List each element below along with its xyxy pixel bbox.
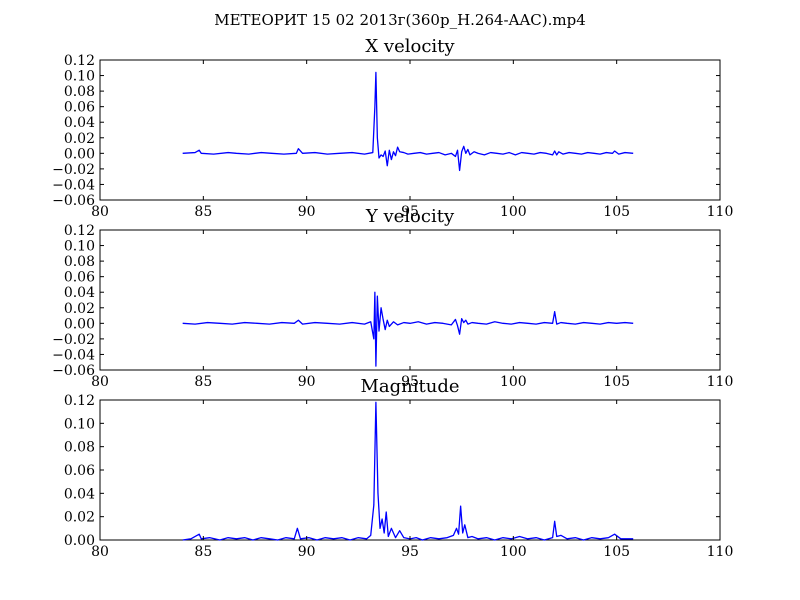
magnitude-xtick-label: 85 [194,544,212,560]
magnitude-ytick-label: 0.00 [64,533,95,549]
magnitude-ytick-label: 0.06 [64,463,95,479]
y-velocity-xtick-label: 105 [603,374,630,390]
x-velocity-title: X velocity [365,36,455,57]
x-velocity-xtick-label: 90 [298,204,316,220]
x-velocity-xtick-label: 85 [194,204,212,220]
y-velocity-xtick-label: 95 [401,374,419,390]
magnitude-ytick-label: 0.12 [64,393,95,409]
magnitude-xtick-label: 90 [298,544,316,560]
y-velocity-ytick-label: −0.02 [52,332,95,348]
magnitude-xtick-label: 95 [401,544,419,560]
y-velocity-ytick-label: −0.04 [52,347,95,363]
y-velocity-ytick-label: 0.08 [64,254,95,270]
y-velocity-ytick-label: 0.06 [64,270,95,286]
x-velocity-ytick-label: −0.04 [52,177,95,193]
y-velocity-xtick-label: 80 [91,374,109,390]
x-velocity-xtick-label: 105 [603,204,630,220]
x-velocity-ytick-label: 0.00 [64,146,95,162]
magnitude-ytick-label: 0.08 [64,440,95,456]
x-velocity-ytick-label: 0.10 [64,69,95,85]
figure-suptitle: МЕТЕОРИТ 15 02 2013г(360p_H.264-AAC).mp4 [214,11,586,29]
y-velocity-panel: 80 85 90 95 100 105 110 −0.06−0.04−0.020.000.02… [52,206,733,390]
x-velocity-xtick-label: 95 [401,204,419,220]
x-velocity-panel: 80 85 90 95 100 105 110 −0.06−0.04−0.020.000.02… [52,36,733,220]
magnitude-xtick-label: 80 [91,544,109,560]
y-velocity-ytick-label: 0.12 [64,223,95,239]
y-velocity-xtick-label: 90 [298,374,316,390]
x-velocity-ytick-label: 0.08 [64,84,95,100]
y-velocity-ytick-label: −0.06 [52,363,95,379]
y-velocity-axes-frame [99,229,721,371]
x-velocity-series-line [182,71,634,172]
magnitude-title: Magnitude [360,376,459,397]
magnitude-xtick-label: 105 [603,544,630,560]
magnitude-xtick-label: 100 [500,544,527,560]
x-velocity-ytick-label: −0.06 [52,193,95,209]
y-velocity-xtick-label: 110 [707,374,734,390]
magnitude-xtick-label: 110 [707,544,734,560]
y-velocity-ytick-label: 0.00 [64,316,95,332]
y-velocity-series-line [182,291,634,367]
y-velocity-xtick-label: 85 [194,374,212,390]
magnitude-panel: 80 85 90 95 100 105 110 0.00 0.02 0.04 0.06 0.08 0.1… [64,376,734,560]
x-velocity-ytick-label: 0.04 [64,115,95,131]
y-velocity-xtick-label: 100 [500,374,527,390]
y-velocity-ytick-label: 0.10 [64,239,95,255]
magnitude-ytick-label: 0.10 [64,416,95,432]
magnitude-series-line [182,401,634,541]
magnitude-ytick-label: 0.02 [64,510,95,526]
x-velocity-ytick-label: 0.06 [64,100,95,116]
x-velocity-xtick-label: 80 [91,204,109,220]
x-velocity-axes-frame [99,59,721,201]
magnitude-ytick-label: 0.04 [64,486,95,502]
y-velocity-title: Y velocity [365,206,455,227]
x-velocity-ytick-label: −0.02 [52,162,95,178]
magnitude-axes-frame [99,399,721,541]
x-velocity-ytick-label: 0.12 [64,53,95,69]
x-velocity-ytick-label: 0.02 [64,131,95,147]
y-velocity-ytick-label: 0.02 [64,301,95,317]
y-velocity-ytick-label: 0.04 [64,285,95,301]
x-velocity-xtick-label: 100 [500,204,527,220]
x-velocity-xtick-label: 110 [707,204,734,220]
